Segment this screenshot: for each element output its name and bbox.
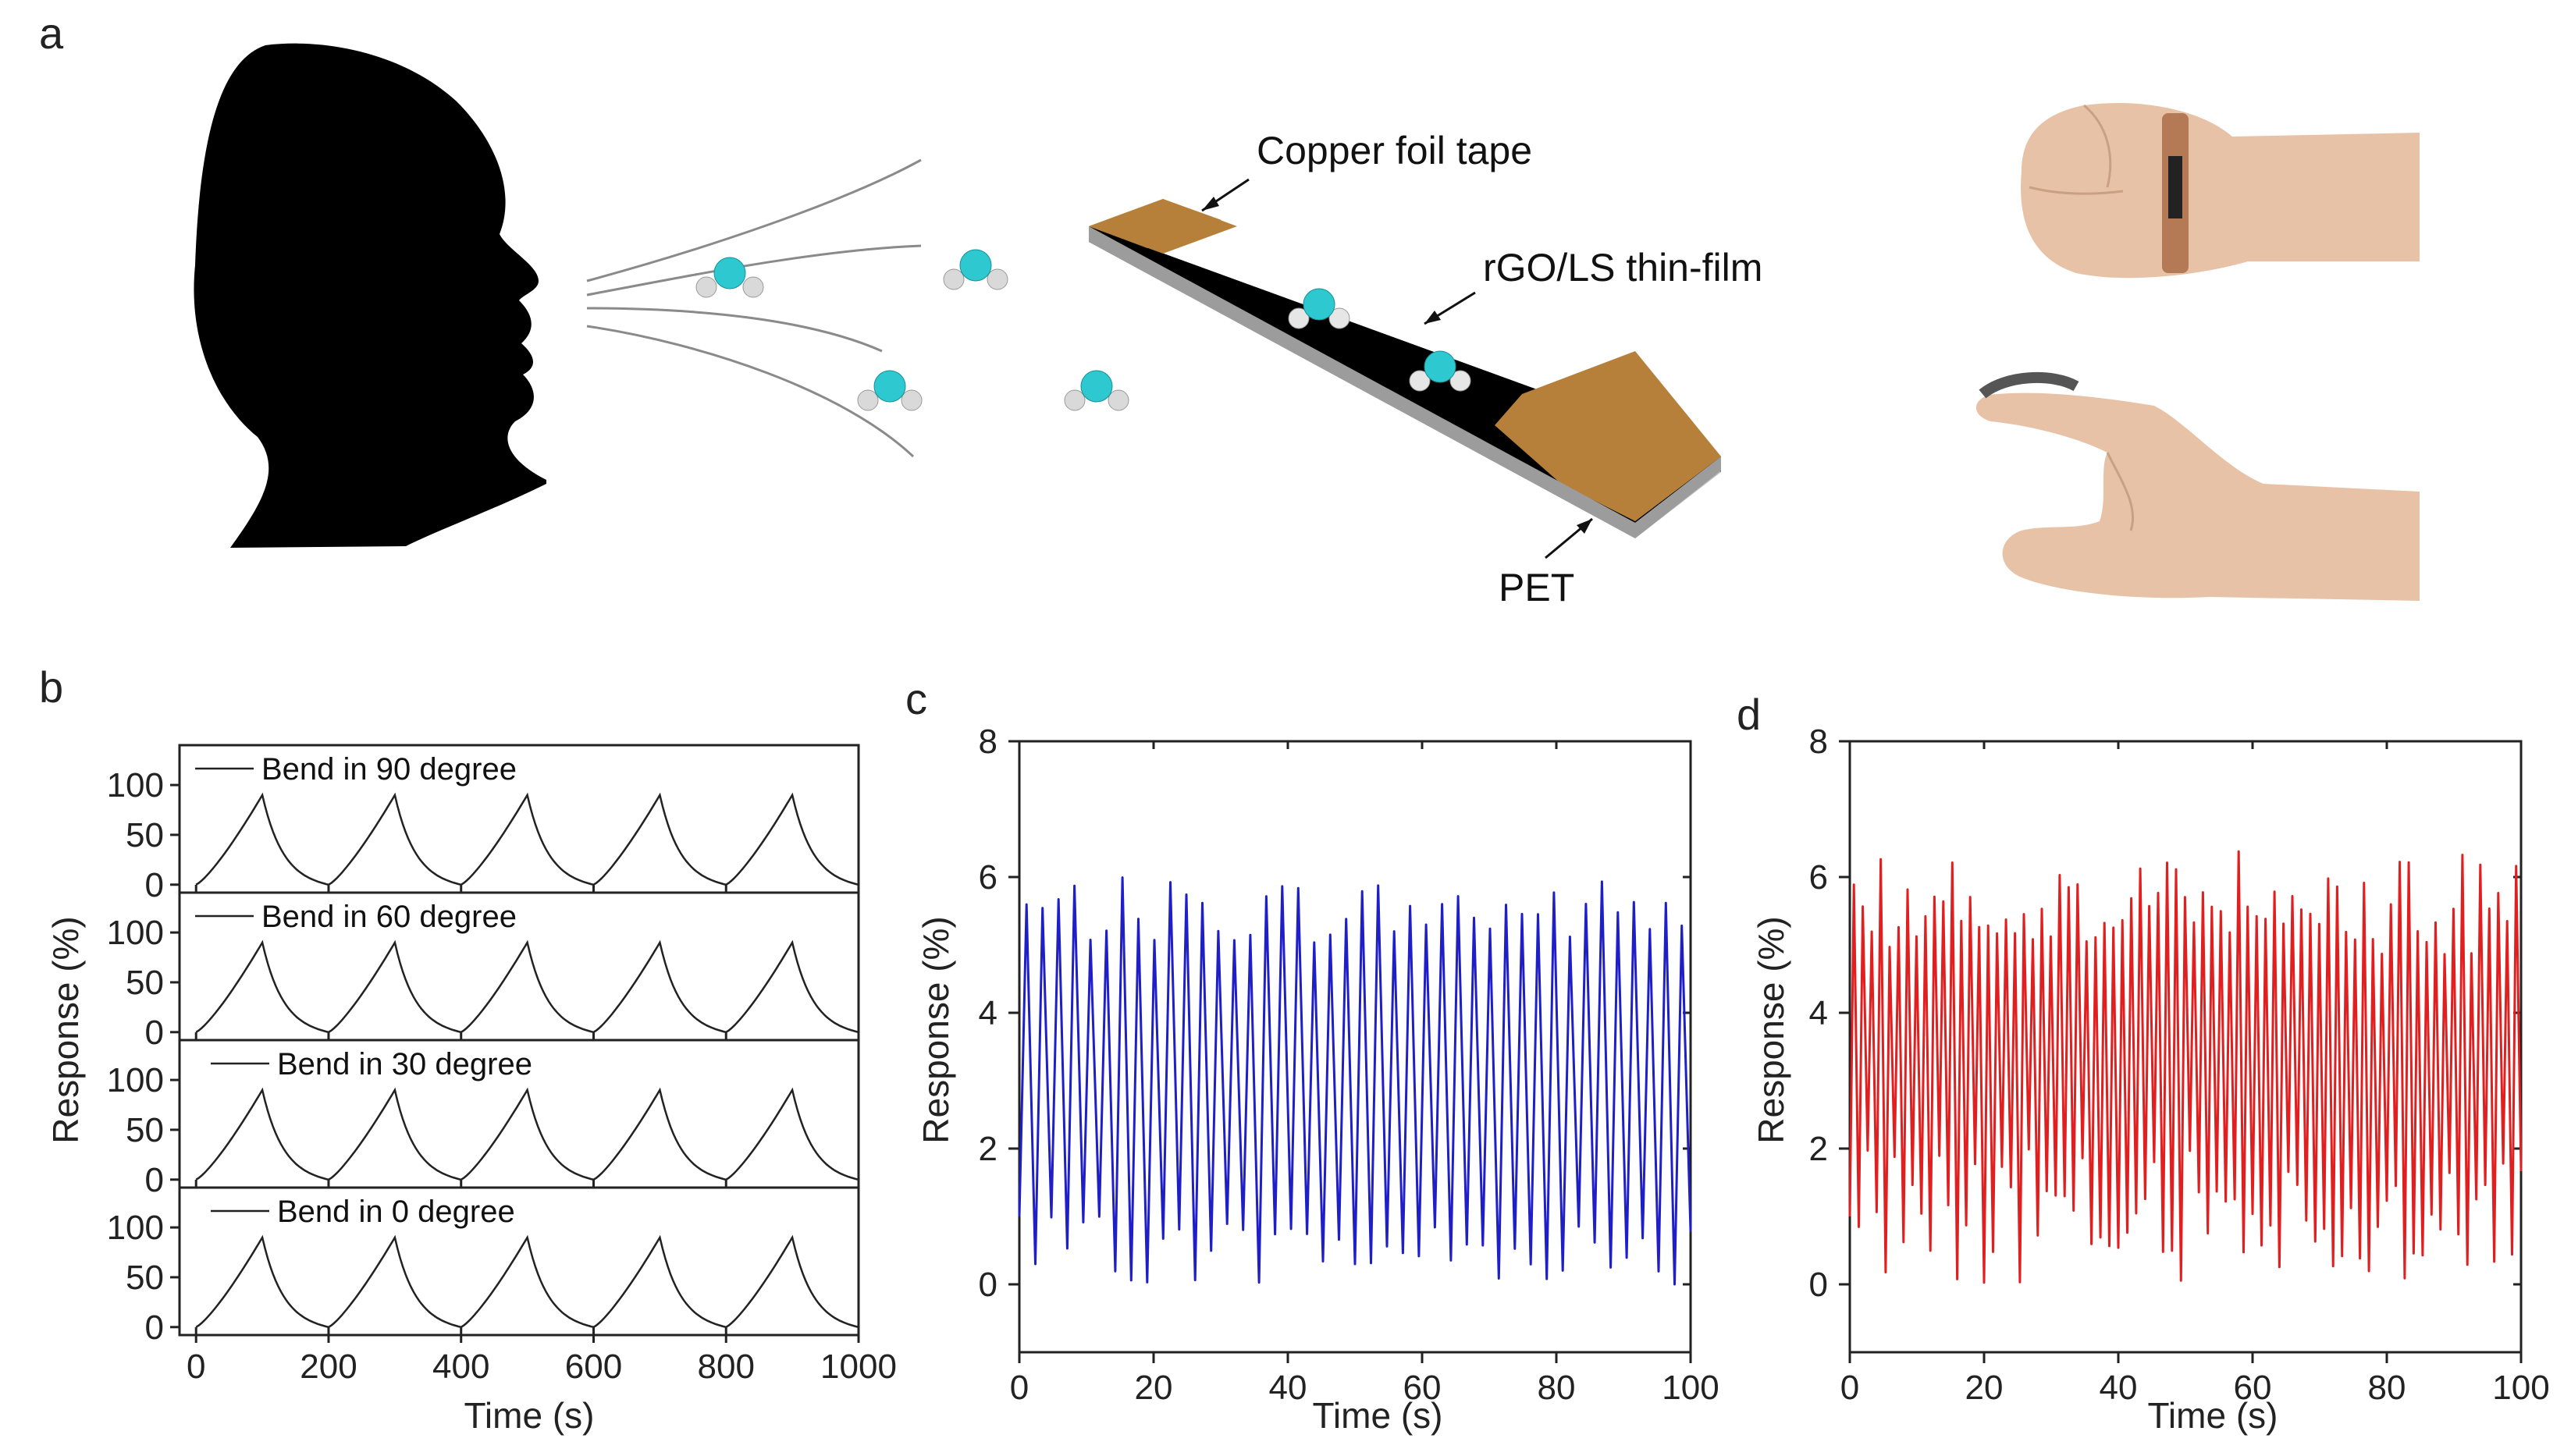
legend-label: Bend in 30 degree: [277, 1047, 532, 1081]
y-tick-label: 8: [979, 723, 997, 761]
panel-letter-c: c: [905, 674, 927, 723]
wrist-photo: [2021, 102, 2420, 279]
x-tick-label: 1000: [820, 1348, 897, 1386]
y-tick-label: 100: [107, 914, 164, 952]
x-tick-label: 100: [1662, 1369, 1719, 1407]
head-silhouette: [194, 43, 546, 548]
legend-label: Bend in 90 degree: [261, 752, 517, 787]
plot-frame: [1848, 740, 2523, 1354]
y-tick-label: 6: [979, 858, 997, 897]
water-molecules: [695, 249, 1129, 411]
label-copper-foil-tape: Copper foil tape: [1257, 129, 1532, 172]
panel-a: a: [39, 9, 2420, 609]
panel-d-ylabel: Response (%): [1751, 916, 1791, 1143]
y-tick-label: 0: [145, 1309, 164, 1347]
panel-b: b Response (%) Time (s) 0 50 100 Bend in 90…: [39, 662, 897, 1436]
panel-letter-a: a: [39, 9, 64, 58]
x-tick-label: 600: [565, 1348, 622, 1386]
y-tick-label: 50: [126, 964, 164, 1002]
series-line: [1848, 850, 2523, 1284]
y-tick-label: 2: [1809, 1130, 1828, 1168]
x-tick-label: 60: [1403, 1369, 1442, 1407]
y-tick-label: 50: [126, 816, 164, 854]
x-tick-label: 40: [2100, 1369, 2138, 1407]
x-tick-label: 20: [1135, 1369, 1173, 1407]
y-tick-label: 100: [107, 1061, 164, 1099]
panel-c-ylabel: Response (%): [916, 916, 956, 1143]
copper-tape-right: [1495, 351, 1721, 521]
legend-label: Bend in 0 degree: [277, 1195, 515, 1229]
plot-frame: [1018, 740, 1692, 1354]
x-tick-label: 400: [432, 1348, 489, 1386]
finger-photo: [1975, 371, 2420, 601]
x-tick-label: 200: [300, 1348, 357, 1386]
panel-letter-d: d: [1737, 690, 1761, 739]
y-tick-label: 100: [107, 766, 164, 804]
x-tick-label: 100: [2492, 1369, 2549, 1407]
subplot-frame: [178, 1186, 860, 1337]
water-molecule-icon: [943, 249, 1008, 290]
x-tick-label: 800: [698, 1348, 755, 1386]
water-molecule-icon: [1409, 350, 1471, 392]
y-tick-label: 50: [126, 1259, 164, 1297]
y-tick-label: 6: [1809, 858, 1828, 897]
y-tick-label: 0: [1809, 1266, 1828, 1304]
series-line: [195, 939, 859, 1034]
panel-c-xlabel: Time (s): [1313, 1395, 1443, 1436]
breath-lines: [586, 158, 922, 458]
y-tick-label: 8: [1809, 723, 1828, 761]
series-line: [195, 1087, 859, 1181]
panel-b-ylabel: Response (%): [45, 916, 86, 1143]
legend-label: Bend in 60 degree: [261, 900, 517, 934]
x-tick-label: 0: [187, 1348, 205, 1386]
y-tick-label: 4: [1809, 994, 1828, 1032]
y-tick-label: 4: [979, 994, 997, 1032]
water-molecule-icon: [695, 257, 764, 298]
series-line: [1018, 876, 1692, 1286]
x-tick-label: 80: [2368, 1369, 2406, 1407]
panel-letter-b: b: [39, 662, 63, 712]
y-tick-label: 0: [145, 1161, 164, 1199]
water-molecule-icon: [1064, 370, 1129, 411]
series-line: [195, 792, 859, 886]
panel-d-xlabel: Time (s): [2148, 1395, 2278, 1436]
finger-sensor-icon: [1979, 371, 2079, 399]
y-tick-label: 100: [107, 1209, 164, 1247]
y-tick-label: 2: [979, 1130, 997, 1168]
series-line: [195, 1234, 859, 1329]
x-tick-label: 0: [1840, 1369, 1859, 1407]
y-tick-label: 0: [145, 1014, 164, 1052]
x-tick-label: 40: [1269, 1369, 1307, 1407]
water-molecule-icon: [857, 370, 923, 411]
water-molecule-icon: [1288, 288, 1350, 329]
leader-lines: [1201, 178, 1593, 559]
y-tick-label: 0: [145, 866, 164, 904]
sensor-strip: [1089, 199, 1721, 538]
label-rgo-ls-thin-film: rGO/LS thin-film: [1483, 246, 1762, 289]
y-tick-label: 50: [126, 1111, 164, 1149]
label-pet: PET: [1499, 566, 1574, 609]
x-tick-label: 80: [1538, 1369, 1576, 1407]
x-tick-label: 60: [2234, 1369, 2272, 1407]
y-tick-label: 0: [979, 1266, 997, 1304]
panel-b-xlabel: Time (s): [464, 1395, 595, 1436]
x-tick-label: 0: [1010, 1369, 1029, 1407]
x-tick-label: 20: [1965, 1369, 2004, 1407]
